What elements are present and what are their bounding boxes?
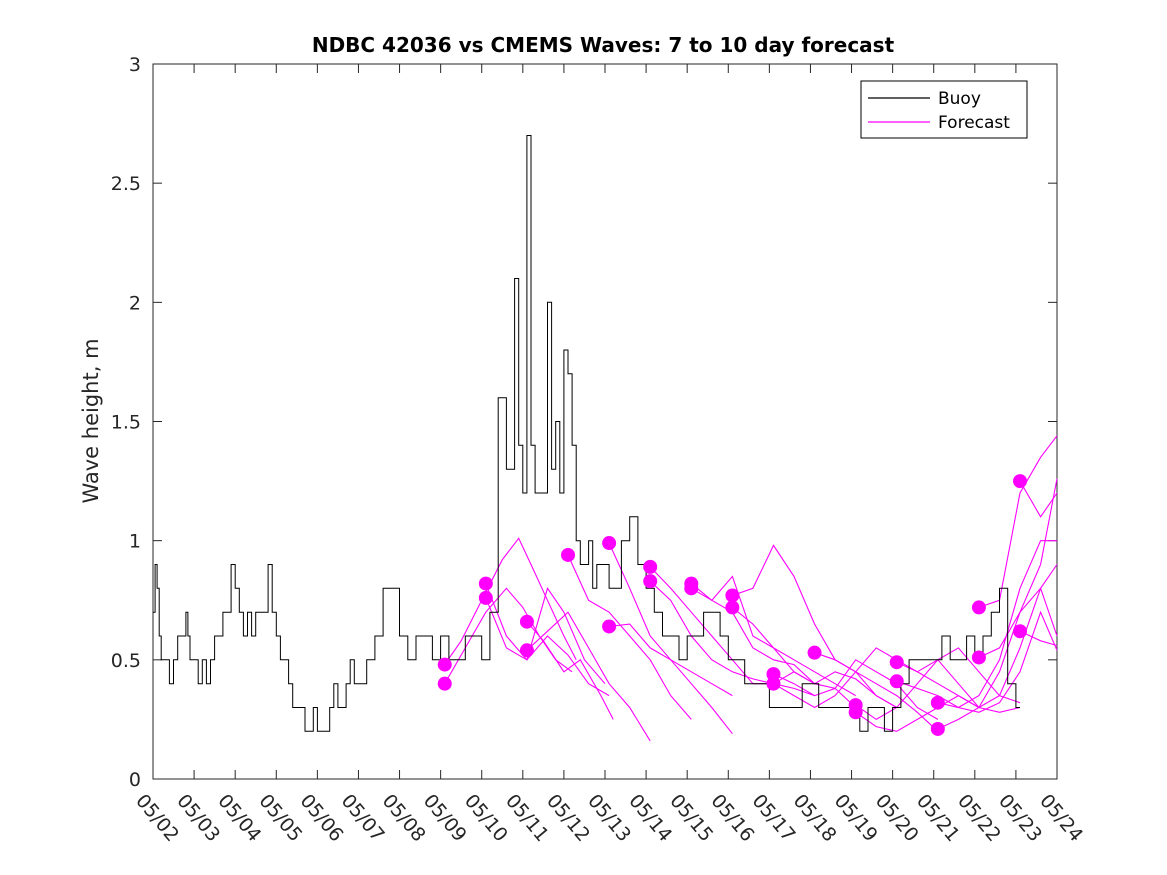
chart-title: NDBC 42036 vs CMEMS Waves: 7 to 10 day f… [312, 33, 895, 57]
forecast-start-marker [437, 657, 452, 672]
forecast-start-marker [889, 655, 904, 670]
forecast-line [609, 623, 733, 697]
forecast-line [1019, 480, 1058, 518]
forecast-line [567, 554, 692, 720]
axes-frame [152, 63, 1058, 780]
forecast-line [1019, 630, 1058, 647]
forecast-start-marker [1013, 624, 1028, 639]
buoy-series [153, 135, 1020, 732]
forecast-start-marker [519, 643, 534, 658]
forecast-line [485, 583, 606, 685]
forecast-line [978, 435, 1058, 608]
y-tick-label: 0 [129, 769, 141, 791]
forecast-line [937, 478, 1058, 730]
legend: Buoy Forecast [860, 80, 1028, 139]
legend-forecast-label: Forecast [938, 113, 1010, 133]
forecast-start-marker [643, 559, 658, 574]
legend-box [860, 80, 1028, 139]
forecast-start-marker [1013, 474, 1028, 489]
forecast-series [444, 435, 1058, 742]
y-tick-label: 0.5 [111, 650, 141, 672]
forecast-line [444, 537, 577, 665]
y-tick-label: 1.5 [111, 412, 141, 434]
forecast-start-marker [807, 645, 822, 660]
forecast-start-marker [437, 676, 452, 691]
forecast-line [691, 587, 857, 708]
forecast-start-marker [643, 574, 658, 589]
forecast-line [978, 587, 1058, 658]
y-tick-label: 2 [129, 292, 141, 314]
forecast-start-marker [478, 590, 493, 605]
forecast-start-marker [561, 547, 576, 562]
forecast-start-marker [725, 600, 740, 615]
y-tick-label: 2.5 [111, 173, 141, 195]
forecast-start-marker [930, 721, 945, 736]
forecast-line [937, 540, 1057, 709]
y-axis-label: Wave height, m [79, 338, 103, 503]
forecast-start-marker [602, 619, 617, 634]
forecast-start-marker [725, 588, 740, 603]
forecast-line [526, 611, 651, 742]
forecast-start-marker [930, 695, 945, 710]
forecast-start-marker [519, 614, 534, 629]
forecast-start-markers [437, 474, 1028, 736]
forecast-line [773, 659, 939, 720]
forecast-start-marker [478, 576, 493, 591]
forecast-start-marker [684, 581, 699, 596]
legend-buoy-label: Buoy [938, 89, 981, 109]
forecast-line [485, 597, 610, 697]
y-tick-label: 1 [129, 531, 141, 553]
forecast-start-marker [971, 650, 986, 665]
forecast-line [896, 610, 1058, 713]
forecast-start-marker [971, 600, 986, 615]
forecast-start-marker [766, 676, 781, 691]
forecast-line [732, 544, 897, 708]
forecast-line [649, 580, 815, 697]
forecast-start-marker [602, 536, 617, 551]
forecast-start-marker [848, 705, 863, 720]
buoy-line [153, 135, 1020, 732]
forecast-start-marker [889, 674, 904, 689]
y-tick-label: 3 [129, 54, 141, 76]
